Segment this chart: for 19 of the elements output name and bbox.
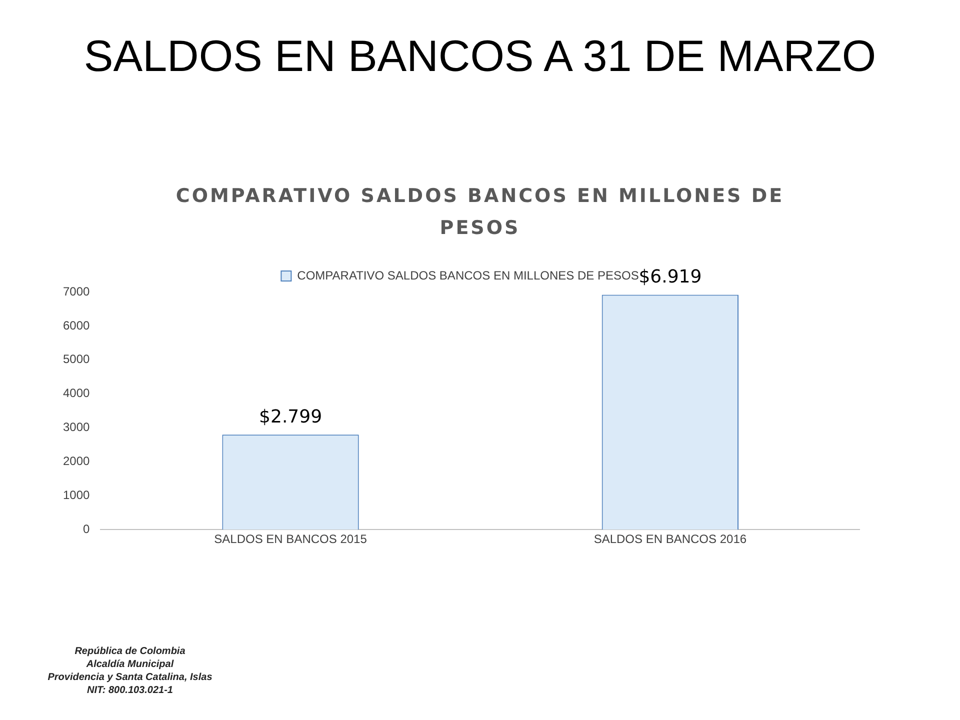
y-tick-label: 0 — [83, 522, 90, 536]
chart-title: SALDOS EN BANCOS A 31 DE MARZO — [82, 31, 878, 83]
y-tick-label: 1000 — [62, 488, 90, 502]
data-label: $6.919 — [638, 266, 702, 288]
legend-label: COMPARATIVO SALDOS BANCOS EN MILLONES DE PESOS — [297, 268, 639, 282]
y-tick-label: 5000 — [62, 352, 90, 366]
text: Providencia y Santa Catalina, Islas — [46, 671, 214, 684]
y-tick-label: 4000 — [62, 386, 90, 400]
y-tick-label: 6000 — [62, 318, 90, 332]
data-label: $2.799 — [259, 406, 322, 428]
x-tick-label: SALDOS EN BANCOS 2015 — [214, 532, 368, 546]
y-tick-label: 2000 — [62, 454, 90, 468]
chart-subtitle: COMPARATIVO SALDOS BANCOS EN MILLONES DE PESOS — [174, 184, 786, 241]
x-tick-label: SALDOS EN BANCOS 2016 — [594, 532, 747, 546]
text: Alcaldía Municipal — [85, 658, 175, 671]
y-tick-label: 7000 — [62, 284, 90, 298]
y-tick-label: 3000 — [62, 420, 90, 434]
text: NIT: 800.103.021-1 — [86, 684, 174, 697]
text: República de Colombia — [74, 645, 186, 658]
